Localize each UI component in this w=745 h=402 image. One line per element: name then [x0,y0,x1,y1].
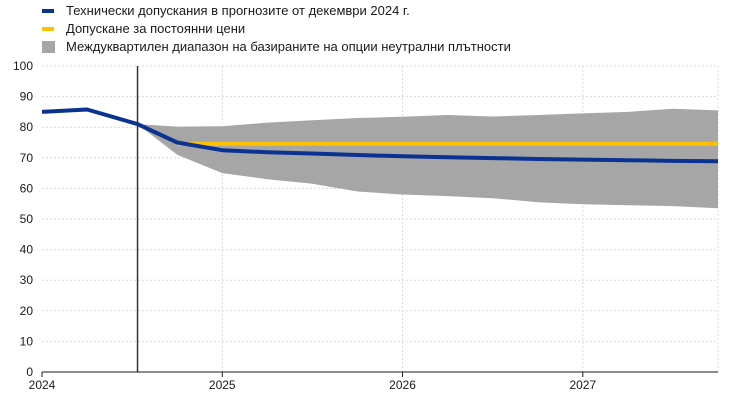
legend-label-range: Междуквартилен диапазон на базираните на… [66,39,511,54]
series-line-technical [41,107,719,164]
series-lines [41,107,719,164]
x-tick-label: 2026 [389,378,416,392]
grid-lines [42,65,719,372]
y-tick-label: 80 [20,120,34,134]
axes: 0 10 20 30 40 50 60 70 80 90 100 2024 2025 2026 2027 [13,59,718,392]
legend-item-technical: Технически допускания в прогнозите от де… [40,2,511,20]
y-tick-label: 10 [20,334,34,348]
y-tick-label: 0 [26,365,33,379]
y-tick-label: 70 [20,151,34,165]
y-tick-label: 60 [20,181,34,195]
chart-legend: Технически допускания в прогнозите от де… [40,2,511,56]
x-tick-label: 2025 [209,378,236,392]
y-tick-label: 20 [20,304,34,318]
legend-item-constant: Допускане за постоянни цени [40,20,511,38]
legend-swatch-range [42,41,55,53]
y-tick-label: 30 [20,273,34,287]
y-tick-label: 100 [13,59,33,73]
y-tick-label: 50 [20,212,34,226]
y-tick-label: 90 [20,90,34,104]
y-tick-label: 40 [20,243,34,257]
x-tick-label: 2027 [569,378,596,392]
legend-label-technical: Технически допускания в прогнозите от де… [66,3,410,18]
legend-swatch-technical [42,9,54,13]
legend-item-range: Междуквартилен диапазон на базираните на… [40,38,511,56]
legend-swatch-constant [42,27,54,31]
legend-label-constant: Допускане за постоянни цени [66,21,246,36]
x-tick-label: 2024 [29,378,56,392]
